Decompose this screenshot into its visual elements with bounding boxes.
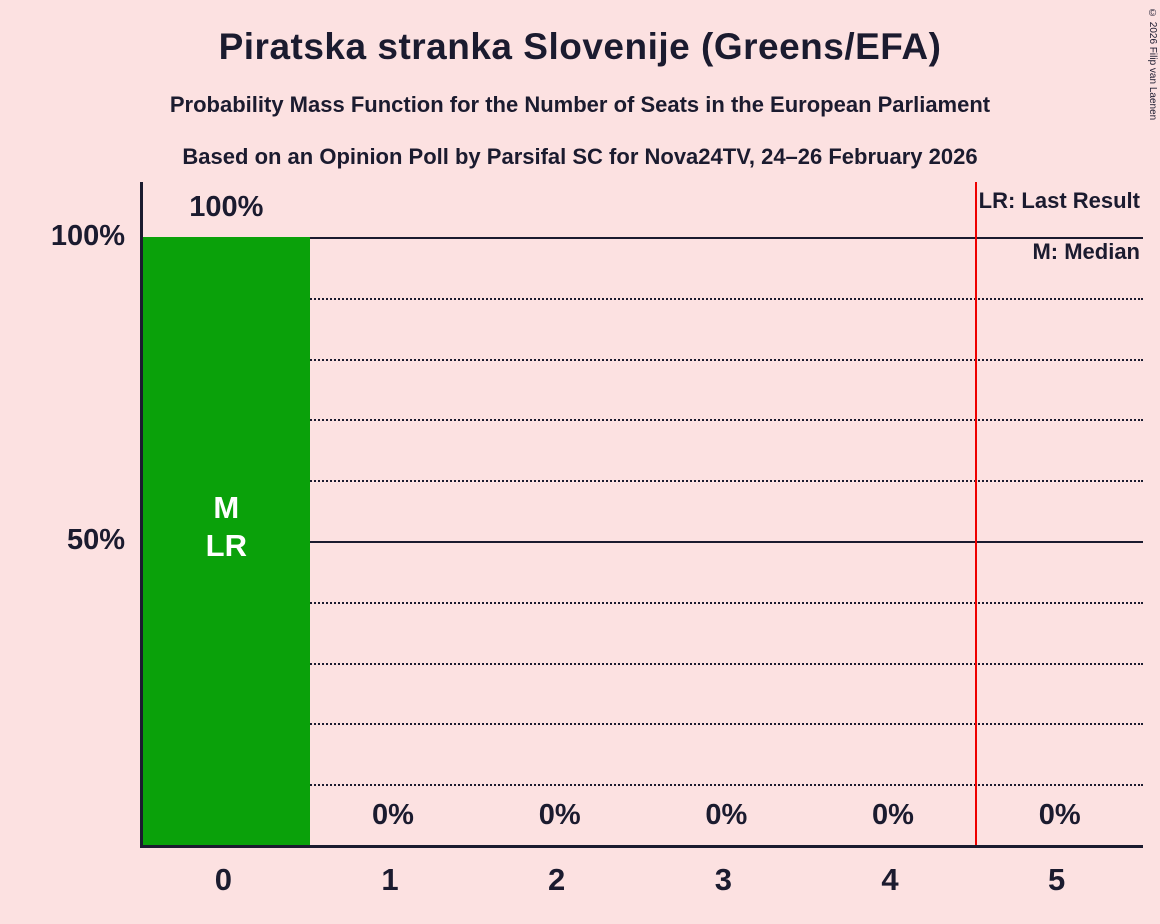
copyright-notice: © 2026 Filip van Laenen: [1147, 8, 1158, 121]
bar-value-label-1: 0%: [372, 799, 414, 831]
plot-area: 100% M LR 0% 0% 0% 0% 0%: [140, 182, 1143, 848]
bar-value-label-3: 0%: [705, 799, 748, 831]
gridline-dotted-40: [143, 601, 1143, 604]
bar-value-label-4: 0%: [872, 799, 914, 831]
median-last-result-annotation: M LR: [143, 489, 310, 565]
gridline-solid-100: [143, 237, 1143, 239]
chart-source-subtitle: Based on an Opinion Poll by Parsifal SC …: [182, 144, 978, 169]
chart-header: Piratska stranka Slovenije (Greens/EFA) …: [0, 0, 1160, 170]
bar-value-label-0: 100%: [189, 191, 264, 223]
x-tick-label-2: 2: [548, 862, 566, 897]
x-tick-label-4: 4: [881, 862, 899, 897]
y-tick-label-50: 50%: [66, 524, 125, 556]
last-result-line: [975, 182, 978, 845]
bar-value-label-5: 0%: [1038, 799, 1081, 831]
bar-seats-0: [143, 237, 310, 845]
bar-annotation-m: M: [213, 490, 240, 525]
chart-title: Piratska stranka Slovenije (Greens/EFA): [218, 26, 942, 67]
x-tick-label-0: 0: [214, 862, 232, 897]
x-tick-label-5: 5: [1048, 862, 1066, 897]
y-tick-label-100: 100%: [50, 220, 125, 252]
gridline-dotted-80: [143, 358, 1143, 361]
gridline-dotted-10: [143, 784, 1143, 787]
gridline-dotted-60: [143, 480, 1143, 483]
chart-subtitle: Probability Mass Function for the Number…: [169, 92, 991, 117]
gridline-solid-50: [143, 541, 1143, 543]
gridline-dotted-70: [143, 419, 1143, 422]
y-axis-tick-labels: 100% 50%: [0, 182, 125, 845]
x-axis-tick-labels: 0 1 2 3 4 5: [140, 862, 1140, 912]
bar-annotation-lr: LR: [205, 528, 247, 563]
gridline-dotted-90: [143, 297, 1143, 300]
legend-median: M: Median: [1032, 239, 1140, 264]
gridline-dotted-30: [143, 662, 1143, 665]
chart-legend: LR: Last Result M: Median: [979, 188, 1140, 290]
legend-last-result: LR: Last Result: [978, 188, 1140, 213]
gridline-dotted-20: [143, 723, 1143, 726]
bar-value-label-2: 0%: [538, 799, 581, 831]
x-tick-label-1: 1: [381, 862, 399, 897]
x-tick-label-3: 3: [714, 862, 732, 897]
